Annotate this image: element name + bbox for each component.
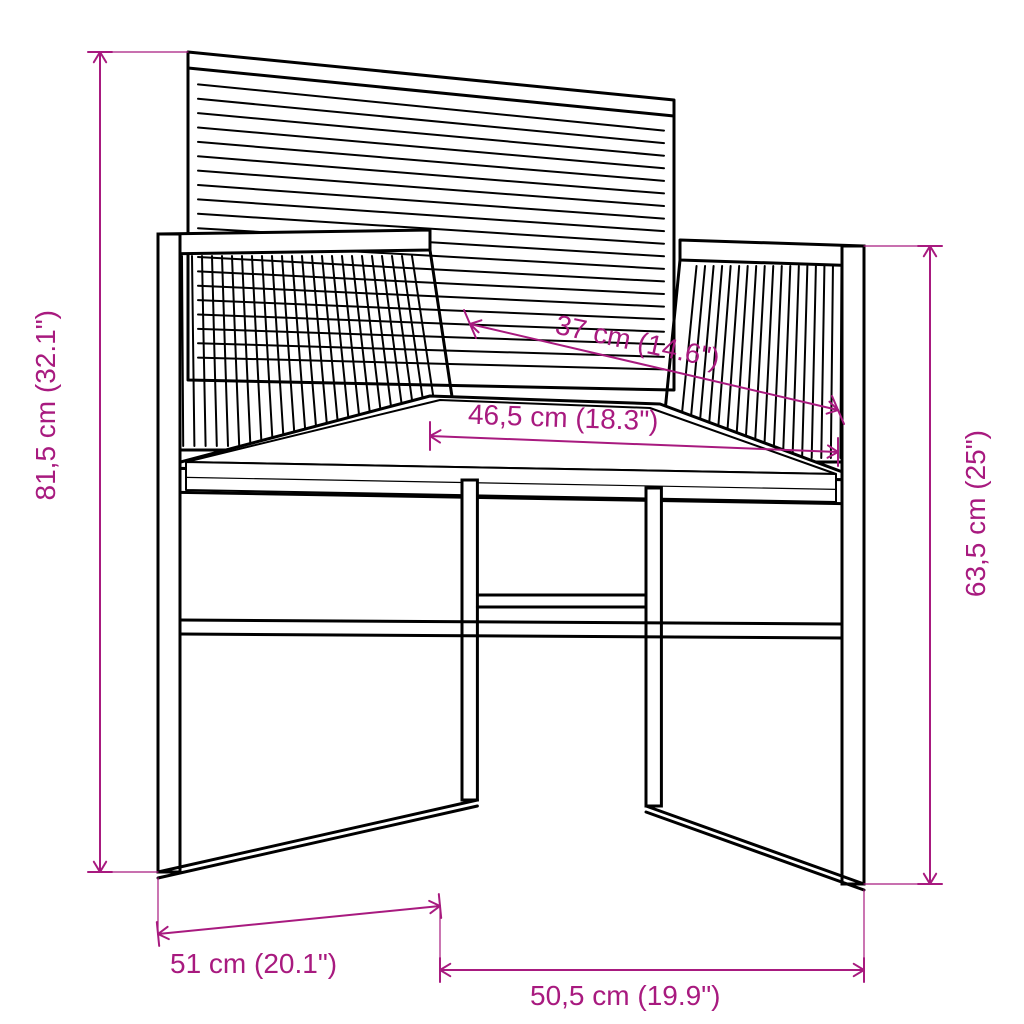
dim-arm-height-metric: 63,5 cm — [960, 498, 991, 598]
dim-arm-height: 63,5 cm (25") — [960, 430, 992, 597]
dim-seat-width-metric: 46,5 cm — [468, 399, 569, 433]
dim-total-height-metric: 81,5 cm — [30, 401, 61, 501]
dim-seat-width: 46,5 cm (18.3") — [467, 399, 658, 438]
chair-drawing-svg — [0, 0, 1024, 1024]
dim-width: 50,5 cm (19.9") — [530, 980, 720, 1012]
dim-depth-metric: 51 cm — [170, 948, 246, 979]
dim-width-metric: 50,5 cm — [530, 980, 630, 1011]
drawing-stage: 81,5 cm (32.1") 63,5 cm (25") 51 cm (20.… — [0, 0, 1024, 1024]
dim-depth: 51 cm (20.1") — [170, 948, 337, 980]
dim-depth-imperial: (20.1") — [254, 948, 337, 979]
dim-total-height: 81,5 cm (32.1") — [30, 310, 62, 500]
dim-width-imperial: (19.9") — [637, 980, 720, 1011]
dim-seat-width-imperial: (18.3") — [575, 402, 659, 436]
dim-total-height-imperial: (32.1") — [30, 310, 61, 393]
dim-arm-height-imperial: (25") — [960, 430, 991, 490]
